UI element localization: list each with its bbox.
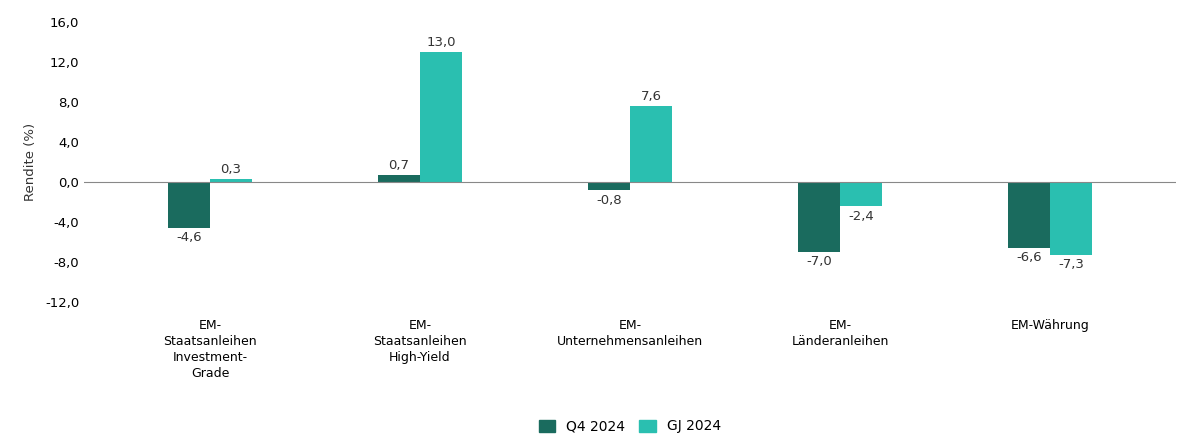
Text: -2,4: -2,4 (848, 210, 874, 222)
Text: -7,0: -7,0 (806, 255, 832, 269)
Text: 7,6: 7,6 (641, 90, 661, 103)
Text: 13,0: 13,0 (426, 36, 456, 49)
Bar (168, 182, 210, 228)
Bar (588, 182, 630, 190)
Text: 0,7: 0,7 (389, 159, 409, 171)
Bar (420, 52, 462, 182)
Bar (630, 106, 672, 182)
Text: -7,3: -7,3 (1058, 258, 1084, 271)
Text: -6,6: -6,6 (1016, 251, 1042, 265)
Bar (840, 182, 882, 206)
Bar (210, 179, 252, 182)
Y-axis label: Rendite (%): Rendite (%) (24, 123, 36, 201)
Bar (1008, 182, 1050, 248)
Legend: Q4 2024, GJ 2024: Q4 2024, GJ 2024 (532, 412, 728, 440)
Bar (798, 182, 840, 252)
Bar (1050, 182, 1092, 255)
Text: 0,3: 0,3 (221, 163, 241, 175)
Text: -0,8: -0,8 (596, 194, 622, 206)
Bar (378, 175, 420, 182)
Text: -4,6: -4,6 (176, 231, 202, 245)
